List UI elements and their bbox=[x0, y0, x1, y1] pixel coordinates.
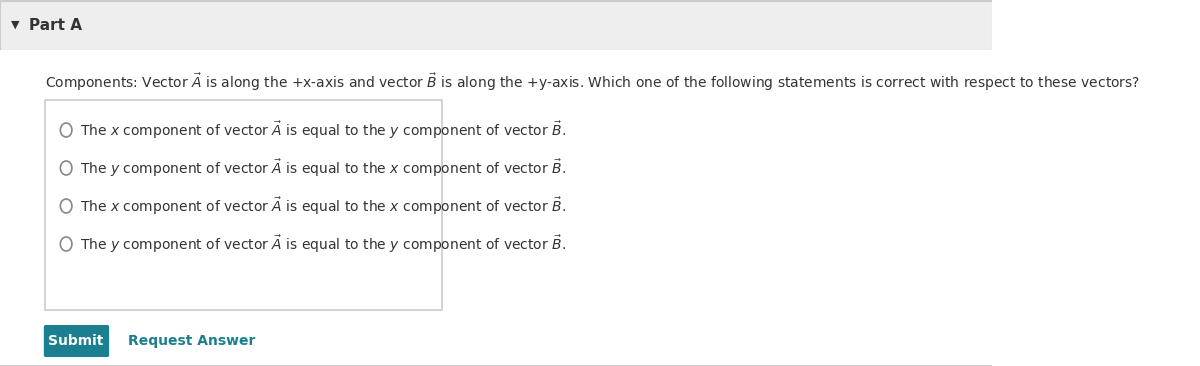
FancyBboxPatch shape bbox=[44, 325, 109, 357]
Text: Request Answer: Request Answer bbox=[128, 334, 256, 348]
Text: The $y$ component of vector $\vec{A}$ is equal to the $y$ component of vector $\: The $y$ component of vector $\vec{A}$ is… bbox=[80, 233, 566, 255]
Text: Submit: Submit bbox=[48, 334, 103, 348]
Circle shape bbox=[60, 237, 72, 251]
Text: Components: Vector $\vec{A}$ is along the +⁠x-axis and vector $\vec{B}$ is along: Components: Vector $\vec{A}$ is along th… bbox=[46, 71, 1141, 93]
Circle shape bbox=[60, 199, 72, 213]
Circle shape bbox=[60, 123, 72, 137]
Text: The $x$ component of vector $\vec{A}$ is equal to the $y$ component of vector $\: The $x$ component of vector $\vec{A}$ is… bbox=[80, 119, 566, 141]
Text: ▼: ▼ bbox=[11, 20, 19, 30]
FancyBboxPatch shape bbox=[0, 50, 992, 366]
Text: Part A: Part A bbox=[29, 18, 82, 33]
FancyBboxPatch shape bbox=[0, 0, 992, 50]
Text: The $x$ component of vector $\vec{A}$ is equal to the $x$ component of vector $\: The $x$ component of vector $\vec{A}$ is… bbox=[80, 195, 566, 217]
FancyBboxPatch shape bbox=[46, 100, 443, 310]
Circle shape bbox=[60, 161, 72, 175]
Text: The $y$ component of vector $\vec{A}$ is equal to the $x$ component of vector $\: The $y$ component of vector $\vec{A}$ is… bbox=[80, 157, 566, 179]
